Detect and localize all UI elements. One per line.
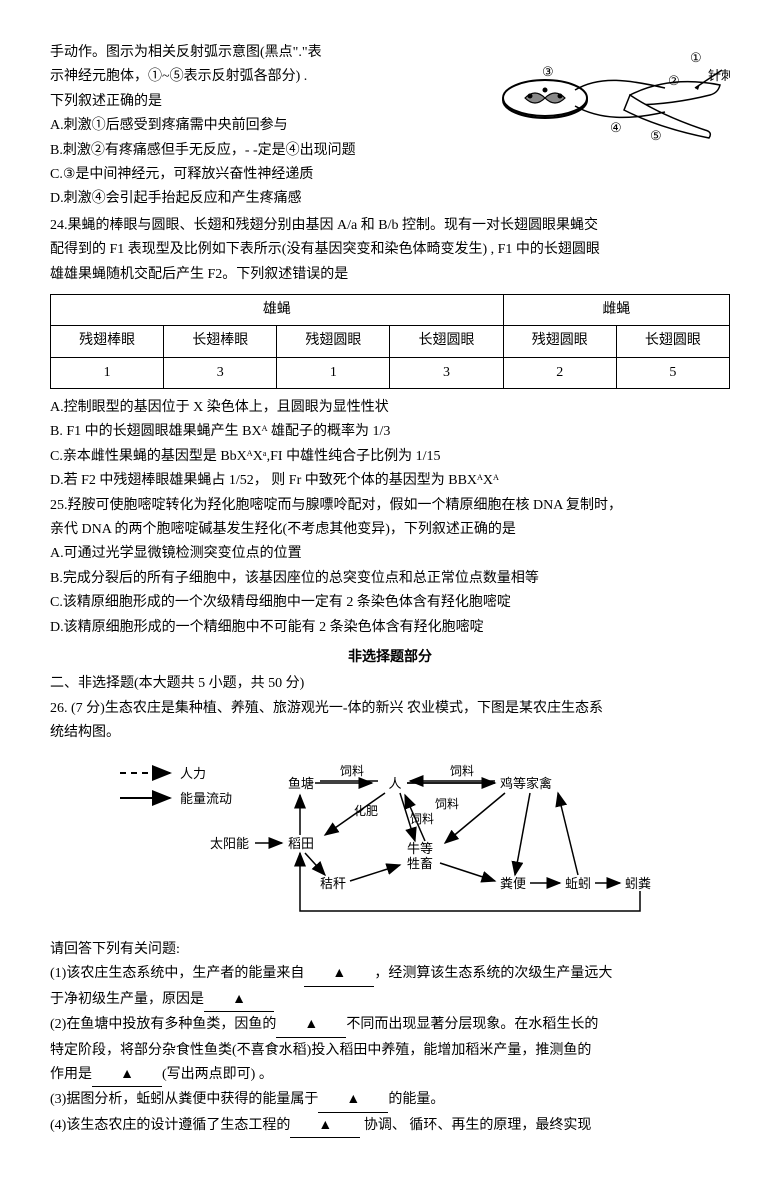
- q26-p2d-line: 作用是▲(写出两点即可) 。: [50, 1064, 730, 1087]
- col-3: 长翅圆眼: [390, 326, 503, 357]
- q24-table: 雄蝇 雌蝇 残翅棒眼 长翅棒眼 残翅圆眼 长翅圆眼 残翅圆眼 长翅圆眼 1 3 …: [50, 294, 730, 389]
- node-manure: 粪便: [500, 876, 526, 891]
- node-person: 人: [388, 776, 401, 791]
- section-2-sub: 二、非选择题(本大题共 5 小题，共 50 分): [50, 673, 730, 695]
- legend-energy: 能量流动: [180, 791, 232, 806]
- q26-p1b: ，经测算该生态系统的次级生产量远大: [374, 966, 612, 981]
- node-wormmanure: 蚓粪: [625, 876, 651, 891]
- val-0: 1: [51, 357, 164, 388]
- node-chicken: 鸡等家禽: [500, 776, 552, 791]
- q26-stem-1: 26. (7 分)生态农庄是集种植、养殖、旅游观光一-体的新兴 农业模式，下图是…: [50, 698, 730, 720]
- q26-p3: (3)据图分析，蚯蚓从粪便中获得的能量属于▲的能量。: [50, 1089, 730, 1112]
- node-cattle-1: 牛等: [407, 841, 433, 856]
- q26-ask: 请回答下列有关问题:: [50, 939, 730, 961]
- q26-p3b: 的能量。: [388, 1092, 444, 1107]
- legend-renli: 人力: [180, 766, 206, 781]
- node-fishpond: 鱼塘: [288, 776, 314, 791]
- needle-label: 针刺: [708, 68, 730, 83]
- label-2: ②: [668, 73, 680, 88]
- blank-3[interactable]: ▲: [276, 1014, 346, 1037]
- q24-stem-3: 雄雄果蝇随机交配后产生 F2。下列叙述错误的是: [50, 264, 730, 286]
- val-4: 2: [503, 357, 616, 388]
- ecosystem-diagram: 人力 能量流动 太阳能 鱼塘 稻田 人 牛等 牲畜 鸡等家禽 秸秆 粪便 蚯蚓 …: [50, 753, 730, 931]
- q26-p2b: 不同而出现显著分层现象。在水稻生长的: [346, 1017, 598, 1032]
- q24-option-a: A.控制眼型的基因位于 X 染色体上，且圆眼为显性性状: [50, 397, 730, 419]
- blank-5[interactable]: ▲: [318, 1089, 388, 1112]
- node-cattle-2: 牲畜: [407, 856, 433, 871]
- label-5: ⑤: [650, 128, 662, 143]
- q25-option-a: A.可通过光学显微镜检测突变位点的位置: [50, 543, 730, 565]
- q25-option-c: C.该精原细胞形成的一个次级精母细胞中一定有 2 条染色体含有羟化胞嘧啶: [50, 592, 730, 614]
- q26-p2c-line: 特定阶段，将部分杂食性鱼类(不喜食水稻)投入稻田中养殖，能增加稻米产量，推测鱼的: [50, 1040, 730, 1062]
- q26-p2d: 作用是: [50, 1067, 92, 1082]
- edge-feed-1: 饲料: [340, 764, 364, 778]
- q26-p1a: (1)该农庄生态系统中，生产者的能量来自: [50, 966, 304, 981]
- col-1: 长翅棒眼: [164, 326, 277, 357]
- q24-option-c: C.亲本雌性果蝇的基因型是 BbXᴬXᵃ,FI 中雄性纯合子比例为 1/15: [50, 446, 730, 468]
- col-5: 长翅圆眼: [616, 326, 729, 357]
- q26-p2e: (写出两点即可) 。: [162, 1067, 273, 1082]
- label-3: ③: [542, 64, 554, 79]
- col-0: 残翅棒眼: [51, 326, 164, 357]
- q26-p1c: 于净初级生产量，原因是: [50, 992, 204, 1007]
- val-3: 3: [390, 357, 503, 388]
- val-1: 3: [164, 357, 277, 388]
- col-2: 残翅圆眼: [277, 326, 390, 357]
- blank-6[interactable]: ▲: [290, 1115, 360, 1138]
- q25-option-d: D.该精原细胞形成的一个精细胞中不可能有 2 条染色体含有羟化胞嘧啶: [50, 617, 730, 639]
- reflex-arc-figure: ① ② ③ ④ ⑤ 针刺: [490, 40, 730, 168]
- q26-p2a: (2)在鱼塘中投放有多种鱼类，因鱼的: [50, 1017, 276, 1032]
- table-head-male: 雄蝇: [51, 294, 504, 325]
- blank-4[interactable]: ▲: [92, 1064, 162, 1087]
- q26-p1: (1)该农庄生态系统中，生产者的能量来自▲，经测算该生态系统的次级生产量远大: [50, 963, 730, 986]
- q26-stem-2: 统结构图。: [50, 722, 730, 744]
- q26-p4a: (4)该生态农庄的设计遵循了生态工程的: [50, 1118, 290, 1133]
- node-straw: 秸秆: [320, 876, 346, 891]
- q26-p1c-line: 于净初级生产量，原因是▲: [50, 989, 730, 1012]
- section-2-title: 非选择题部分: [50, 647, 730, 669]
- label-1: ①: [690, 50, 702, 65]
- edge-feed-4: 饲料: [435, 797, 459, 811]
- q26-p3a: (3)据图分析，蚯蚓从粪便中获得的能量属于: [50, 1092, 318, 1107]
- q26-p2: (2)在鱼塘中投放有多种鱼类，因鱼的▲不同而出现显著分层现象。在水稻生长的: [50, 1014, 730, 1037]
- node-worm: 蚯蚓: [565, 876, 591, 891]
- table-head-female: 雌蝇: [503, 294, 729, 325]
- blank-2[interactable]: ▲: [204, 989, 274, 1012]
- q26-p4b: 协调、 循环、再生的原理，最终实现: [360, 1118, 591, 1133]
- node-ricefield: 稻田: [288, 836, 314, 851]
- q24-option-d: D.若 F2 中残翅棒眼雄果蝇占 1/52， 则 Fr 中致死个体的基因型为 B…: [50, 470, 730, 492]
- label-4: ④: [610, 120, 622, 135]
- q26-p4: (4)该生态农庄的设计遵循了生态工程的▲ 协调、 循环、再生的原理，最终实现: [50, 1115, 730, 1138]
- q24-stem-1: 24.果蝇的棒眼与圆眼、长翅和残翅分别由基因 A/a 和 B/b 控制。现有一对…: [50, 215, 730, 237]
- node-sun: 太阳能: [210, 836, 249, 851]
- val-2: 1: [277, 357, 390, 388]
- edge-feed-2: 饲料: [450, 764, 474, 778]
- blank-1[interactable]: ▲: [304, 963, 374, 986]
- col-4: 残翅圆眼: [503, 326, 616, 357]
- q23-option-d: D.刺激④会引起手抬起反应和产生疼痛感: [50, 188, 730, 210]
- q24-option-b: B. F1 中的长翅圆眼雄果蝇产生 BXᴬ 雄配子的概率为 1/3: [50, 421, 730, 443]
- q25-stem-1: 25.羟胺可使胞嘧啶转化为羟化胞嘧啶而与腺嘌呤配对，假如一个精原细胞在核 DNA…: [50, 495, 730, 517]
- val-5: 5: [616, 357, 729, 388]
- q24-stem-2: 配得到的 F1 表现型及比例如下表所示(没有基因突变和染色体畸变发生) , F1…: [50, 239, 730, 261]
- q25-option-b: B.完成分裂后的所有子细胞中，该基因座位的总突变位点和总正常位点数量相等: [50, 568, 730, 590]
- q25-stem-2: 亲代 DNA 的两个胞嘧啶碱基发生羟化(不考虑其他变异)，下列叙述正确的是: [50, 519, 730, 541]
